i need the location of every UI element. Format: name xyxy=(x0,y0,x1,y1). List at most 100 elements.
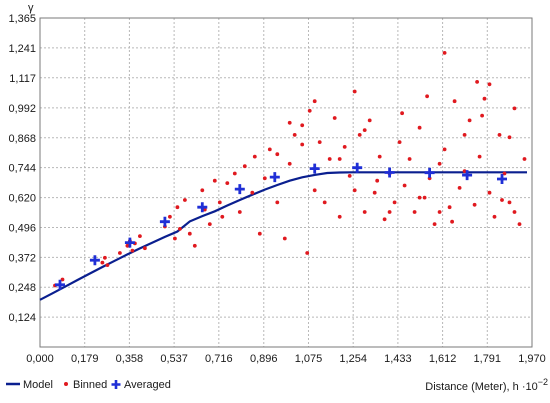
binned-point xyxy=(237,210,242,214)
binned-point xyxy=(417,125,422,130)
binned-point xyxy=(517,222,522,227)
x-tick-label: 0,537 xyxy=(160,353,188,365)
plot-border xyxy=(39,17,533,348)
binned-point xyxy=(143,246,147,251)
binned-point xyxy=(60,277,65,282)
binned-point xyxy=(352,89,357,94)
x-tick-label: 0,179 xyxy=(71,353,99,365)
binned-point xyxy=(482,96,487,101)
binned-point xyxy=(300,142,305,147)
binned-point xyxy=(450,219,454,224)
binned-point xyxy=(183,198,187,202)
averaged-point xyxy=(89,255,100,266)
binned-point xyxy=(292,133,297,137)
binned-point xyxy=(275,152,280,157)
legend: Model Binned Averaged xyxy=(6,379,171,391)
averaged-point xyxy=(124,237,135,248)
binned-point xyxy=(242,164,247,169)
binned-point xyxy=(487,190,492,195)
binned-point xyxy=(118,251,122,255)
binned-point xyxy=(202,207,207,212)
y-tick-label: 1,365 xyxy=(8,13,36,25)
binned-point xyxy=(432,222,437,227)
binned-point xyxy=(387,210,392,214)
binned-point xyxy=(212,178,217,183)
binned-point xyxy=(492,214,497,219)
legend-averaged-swatch xyxy=(111,380,121,389)
binned-point xyxy=(397,140,402,145)
x-tick-label: 1,612 xyxy=(429,353,457,365)
binned-point xyxy=(522,157,527,161)
legend-averaged-label: Averaged xyxy=(124,379,171,391)
binned-point xyxy=(300,123,305,128)
binned-point xyxy=(442,51,447,55)
binned-point xyxy=(487,82,492,87)
binned-point xyxy=(467,118,472,123)
averaged-point xyxy=(462,170,473,181)
binned-point xyxy=(337,214,342,219)
binned-point xyxy=(437,161,442,166)
y-tick-label: 0,248 xyxy=(8,282,36,294)
x-tick-label: 0,716 xyxy=(205,353,233,365)
legend-binned-swatch xyxy=(64,382,68,386)
averaged-point xyxy=(55,279,65,290)
binned-point xyxy=(332,116,337,120)
binned-point xyxy=(462,169,467,174)
binned-point xyxy=(437,210,442,214)
binned-point xyxy=(267,147,272,152)
binned-point xyxy=(322,200,327,205)
binned-point xyxy=(305,251,310,255)
binned-point xyxy=(187,231,192,236)
binned-point xyxy=(287,120,292,125)
binned-point xyxy=(447,205,452,210)
binned-point xyxy=(275,200,280,205)
binned-point xyxy=(375,178,380,183)
binned-point xyxy=(402,183,407,188)
binned-point xyxy=(175,205,180,210)
binned-point xyxy=(312,99,317,104)
binned-point xyxy=(232,171,237,176)
binned-point xyxy=(100,260,105,265)
binned-point xyxy=(512,106,517,111)
binned-point xyxy=(367,118,372,123)
binned-point xyxy=(337,157,342,161)
y-tick-labels: 0,124 0,248 0,372 0,496 0,620 0,744 0,868 0,992… xyxy=(8,13,36,324)
binned-point xyxy=(287,161,292,166)
binned-point xyxy=(282,236,287,241)
binned-point xyxy=(262,176,267,181)
binned-point xyxy=(500,198,504,202)
binned-point xyxy=(407,157,412,161)
x-axis-label-exponent: −2 xyxy=(538,377,548,387)
x-axis-label: Distance (Meter), h ·10−2 xyxy=(425,377,548,393)
binned-point xyxy=(425,94,429,99)
y-tick-label: 1,117 xyxy=(9,73,36,85)
binned-point xyxy=(475,80,479,84)
binned-point xyxy=(507,135,512,140)
binned-point xyxy=(362,128,367,133)
binned-point xyxy=(352,188,357,193)
binned-point xyxy=(192,243,197,248)
averaged-point xyxy=(159,216,170,227)
binned-point xyxy=(103,255,107,260)
binned-point xyxy=(362,210,367,214)
binned-point xyxy=(457,186,462,190)
binned-point xyxy=(412,210,417,214)
binned-point xyxy=(220,214,225,219)
x-tick-label: 1,791 xyxy=(474,353,502,365)
x-tick-label: 0,896 xyxy=(250,353,278,365)
binned-point xyxy=(317,140,322,145)
y-tick-label: 0,496 xyxy=(8,222,36,234)
model-line xyxy=(39,171,527,301)
x-tick-label: 0,358 xyxy=(116,353,144,365)
binned-point xyxy=(477,154,482,159)
averaged-point xyxy=(309,163,320,174)
binned-point xyxy=(452,99,457,104)
averaged-point xyxy=(269,172,280,183)
averaged-point xyxy=(197,202,208,213)
x-tick-label: 1,433 xyxy=(384,353,412,365)
averaged-point xyxy=(384,167,395,178)
averaged-point xyxy=(424,167,435,178)
x-axis-label-text: Distance (Meter), h ·10 xyxy=(425,381,537,393)
y-tick-label: 0,372 xyxy=(8,252,36,264)
binned-point xyxy=(507,200,512,205)
